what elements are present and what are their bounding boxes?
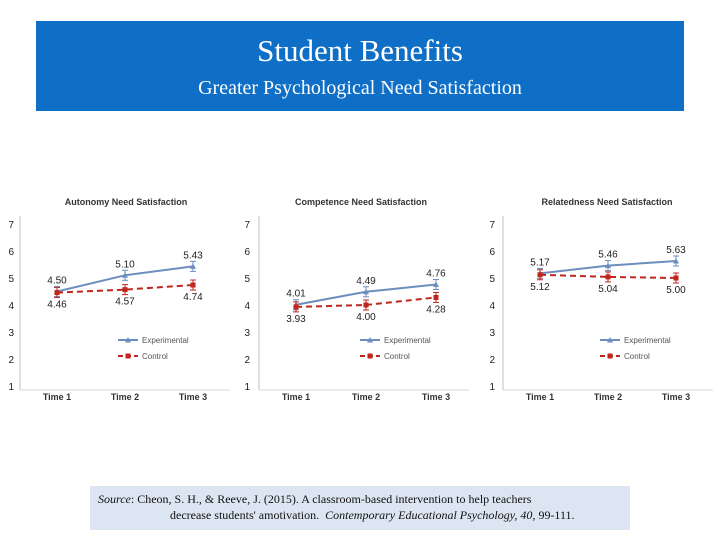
source-article-end: decrease students' amotivation. bbox=[170, 508, 320, 522]
data-label: 5.46 bbox=[598, 250, 618, 261]
data-point-experimental bbox=[605, 262, 611, 269]
header-banner: Student Benefits Greater Psychological N… bbox=[36, 21, 684, 111]
data-point-experimental bbox=[433, 281, 439, 287]
data-label: 3.93 bbox=[286, 314, 306, 325]
data-label: 4.49 bbox=[356, 276, 376, 287]
data-label: 4.76 bbox=[426, 268, 446, 279]
legend-marker-experimental bbox=[607, 337, 613, 343]
legend-marker-control bbox=[125, 353, 131, 359]
data-point-experimental bbox=[122, 272, 128, 278]
y-tick-label: 2 bbox=[489, 355, 495, 366]
y-tick-label: 3 bbox=[8, 328, 14, 339]
data-label: 5.17 bbox=[530, 257, 550, 268]
data-point-control bbox=[433, 294, 439, 300]
x-tick-label: Time 2 bbox=[594, 392, 622, 402]
series-line-control bbox=[539, 273, 677, 279]
legend-marker-experimental bbox=[125, 337, 131, 343]
legend-label-experimental: Experimental bbox=[624, 336, 671, 345]
legend-marker-experimental bbox=[367, 337, 373, 343]
x-tick-label: Time 3 bbox=[179, 392, 207, 402]
data-point-experimental bbox=[363, 288, 369, 295]
data-label: 4.46 bbox=[47, 300, 67, 311]
x-tick-label: Time 3 bbox=[422, 392, 450, 402]
y-tick-label: 6 bbox=[244, 247, 250, 258]
source-pages: 99-111. bbox=[538, 508, 575, 522]
data-label: 5.10 bbox=[115, 259, 135, 270]
data-label: 4.01 bbox=[286, 289, 306, 300]
page-subtitle: Greater Psychological Need Satisfaction bbox=[198, 77, 522, 99]
x-tick-label: Time 1 bbox=[526, 392, 554, 402]
series-line-control bbox=[56, 284, 194, 294]
data-label: 4.74 bbox=[183, 292, 203, 303]
chart-title: Relatedness Need Satisfaction bbox=[541, 197, 672, 207]
y-tick-label: 5 bbox=[8, 274, 14, 285]
y-tick-label: 7 bbox=[244, 220, 250, 231]
y-tick-label: 7 bbox=[489, 220, 495, 231]
y-tick-label: 2 bbox=[8, 355, 14, 366]
legend-marker-control bbox=[367, 353, 373, 359]
data-point-experimental bbox=[673, 257, 679, 264]
data-point-control bbox=[605, 274, 611, 280]
data-point-experimental bbox=[190, 263, 196, 269]
charts-area: Autonomy Need Satisfaction 7 6 5 4 3 2 1 Time 1 T… bbox=[8, 197, 713, 402]
y-tick-label: 5 bbox=[489, 274, 495, 285]
data-label: 4.50 bbox=[47, 276, 67, 287]
data-point-control bbox=[293, 304, 299, 310]
data-point-control bbox=[54, 290, 60, 296]
legend-label-control: Control bbox=[142, 352, 168, 361]
y-tick-label: 4 bbox=[244, 301, 250, 312]
y-tick-label: 4 bbox=[8, 301, 14, 312]
data-point-control bbox=[122, 287, 128, 293]
y-tick-label: 4 bbox=[489, 301, 495, 312]
legend-label-experimental: Experimental bbox=[384, 336, 431, 345]
y-tick-label: 3 bbox=[244, 328, 250, 339]
chart-title: Autonomy Need Satisfaction bbox=[65, 197, 188, 207]
y-tick-label: 5 bbox=[244, 274, 250, 285]
source-journal: Contemporary Educational Psychology, 40, bbox=[325, 508, 536, 522]
x-tick-label: Time 1 bbox=[282, 392, 310, 402]
data-label: 5.12 bbox=[530, 282, 550, 293]
chart-panel-3: Relatedness Need Satisfaction 7 6 5 4 3 2 1 Time… bbox=[489, 197, 713, 402]
data-point-control bbox=[190, 282, 196, 288]
data-label: 5.63 bbox=[666, 245, 686, 256]
data-label: 5.04 bbox=[598, 284, 618, 295]
data-label: 4.57 bbox=[115, 297, 135, 308]
y-tick-label: 6 bbox=[8, 247, 14, 258]
source-line-1: Source: Cheon, S. H., & Reeve, J. (2015)… bbox=[98, 492, 531, 507]
data-point-control bbox=[673, 275, 679, 281]
page-title: Student Benefits bbox=[257, 33, 463, 68]
data-label: 4.28 bbox=[426, 304, 446, 315]
source-citation: Source: Cheon, S. H., & Reeve, J. (2015)… bbox=[90, 486, 630, 530]
data-point-control bbox=[537, 272, 543, 278]
y-tick-label: 1 bbox=[244, 382, 250, 393]
data-label: 5.43 bbox=[183, 250, 203, 261]
chart-title: Competence Need Satisfaction bbox=[295, 197, 427, 207]
x-tick-label: Time 1 bbox=[43, 392, 71, 402]
legend-label-experimental: Experimental bbox=[142, 336, 189, 345]
legend-marker-control bbox=[607, 353, 613, 359]
data-label: 4.00 bbox=[356, 312, 376, 323]
source-line-2: decrease students' amotivation. Contempo… bbox=[170, 508, 575, 523]
data-point-control bbox=[363, 302, 369, 308]
chart-panel-1: Autonomy Need Satisfaction 7 6 5 4 3 2 1 Time 1 T… bbox=[8, 197, 230, 402]
y-tick-label: 1 bbox=[8, 382, 14, 393]
source-label: Source bbox=[98, 492, 131, 506]
chart-panel-2: Competence Need Satisfaction 7 6 5 4 3 2 1 Time … bbox=[244, 197, 469, 402]
x-tick-label: Time 2 bbox=[111, 392, 139, 402]
x-tick-label: Time 2 bbox=[352, 392, 380, 402]
y-tick-label: 7 bbox=[8, 220, 14, 231]
y-tick-label: 2 bbox=[244, 355, 250, 366]
data-label: 5.00 bbox=[666, 285, 686, 296]
legend-label-control: Control bbox=[384, 352, 410, 361]
x-tick-label: Time 3 bbox=[662, 392, 690, 402]
y-tick-label: 1 bbox=[489, 382, 495, 393]
legend-label-control: Control bbox=[624, 352, 650, 361]
y-tick-label: 6 bbox=[489, 247, 495, 258]
source-citation-text: : Cheon, S. H., & Reeve, J. (2015). A cl… bbox=[130, 492, 532, 506]
y-tick-label: 3 bbox=[489, 328, 495, 339]
